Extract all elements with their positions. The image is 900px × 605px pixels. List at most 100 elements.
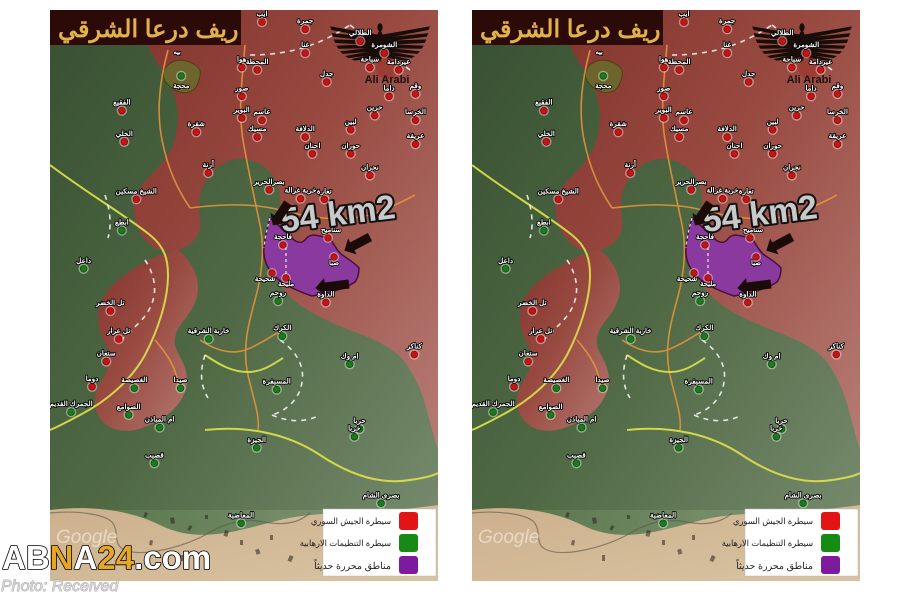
svg-text:غنا: غنا <box>723 40 731 49</box>
svg-text:الجيزة: الجيزة <box>247 435 266 444</box>
svg-text:مليحة: مليحة <box>700 280 716 288</box>
svg-text:حرين: حرين <box>367 103 383 112</box>
svg-text:المسيفرة: المسيفرة <box>685 377 713 386</box>
svg-text:تل الخضر: تل الخضر <box>517 298 546 307</box>
svg-text:الفقيع: الفقيع <box>113 98 130 107</box>
svg-text:بصرى الشام: بصرى الشام <box>785 490 822 499</box>
svg-text:خاربة الشرقية: خاربة الشرقية <box>610 326 652 335</box>
svg-text:الدلافة: الدلافة <box>718 124 737 133</box>
svg-text:ريف درعا الشرقي: ريف درعا الشرقي <box>480 16 660 44</box>
svg-text:حرين: حرين <box>789 103 805 112</box>
svg-text:روحم: روحم <box>270 288 287 297</box>
svg-text:الجمرك القديم: الجمرك القديم <box>472 399 515 408</box>
svg-text:محجة: محجة <box>173 83 189 90</box>
svg-text:ام المياذن: ام المياذن <box>145 415 175 424</box>
svg-text:ايب: ايب <box>256 10 267 18</box>
svg-text:قصيب: قصيب <box>145 450 164 459</box>
svg-text:الداوة: الداوة <box>317 290 334 299</box>
svg-text:وقم: وقم <box>410 81 422 90</box>
svg-text:صبا: صبا <box>329 259 339 267</box>
svg-text:تعارة: تعارة <box>739 186 754 195</box>
svg-text:الداوة: الداوة <box>739 290 756 299</box>
svg-text:نجران: نجران <box>783 162 801 171</box>
svg-text:سيطرة الجيش السوري: سيطرة الجيش السوري <box>733 516 813 526</box>
svg-text:الغصيصة: الغصيصة <box>121 375 147 384</box>
svg-text:سياحة: سياحة <box>783 55 802 64</box>
svg-text:حوران: حوران <box>341 141 360 150</box>
svg-text:المحطة: المحطة <box>246 57 269 66</box>
svg-text:الصوامع: الصوامع <box>539 402 563 411</box>
svg-text:لبين: لبين <box>767 117 779 126</box>
svg-text:جدل: جدل <box>742 69 755 78</box>
svg-text:البوير: البوير <box>655 105 672 114</box>
svg-text:شقرة: شقرة <box>188 119 205 128</box>
svg-text:المحطة: المحطة <box>668 57 691 66</box>
svg-text:كناكر: كناكر <box>406 342 423 351</box>
svg-text:شقرة: شقرة <box>610 119 627 128</box>
svg-text:المعاضية: المعاضية <box>650 510 676 519</box>
svg-text:داما: داما <box>383 83 394 92</box>
svg-text:الفقيع: الفقيع <box>535 98 552 107</box>
svg-text:الغصيصة: الغصيصة <box>543 375 569 384</box>
svg-text:ايب: ايب <box>678 10 689 18</box>
svg-text:صيدا: صيدا <box>596 375 610 384</box>
svg-text:Google: Google <box>56 527 117 548</box>
svg-text:المعاضية: المعاضية <box>228 510 254 519</box>
svg-text:دوما: دوما <box>508 374 521 383</box>
svg-text:جمرة: جمرة <box>297 16 313 25</box>
svg-text:الخرسا: الخرسا <box>405 107 426 116</box>
svg-text:مسيك: مسيك <box>670 124 689 133</box>
svg-text:جمرة: جمرة <box>719 16 735 25</box>
svg-text:ام المياذن: ام المياذن <box>567 415 597 424</box>
svg-text:الجمرك القديم: الجمرك القديم <box>50 399 93 408</box>
svg-text:مناطق محررة حديثاً: مناطق محررة حديثاً <box>736 558 813 572</box>
svg-text:بصرالحرير: بصرالحرير <box>675 177 707 186</box>
svg-text:عريقة: عريقة <box>407 131 425 140</box>
svg-text:الكرك: الكرك <box>695 323 713 332</box>
svg-text:الشيخ مسكين: الشيخ مسكين <box>538 186 579 195</box>
svg-text:شحيحة: شحيحة <box>677 276 697 283</box>
svg-text:قصيب: قصيب <box>567 450 586 459</box>
svg-text:سياحة: سياحة <box>361 55 380 64</box>
svg-text:مناطق محررة حديثاً: مناطق محررة حديثاً <box>314 558 391 572</box>
svg-text:تعارة: تعارة <box>317 186 332 195</box>
svg-text:بيه: بيه <box>596 49 603 56</box>
svg-text:صور: صور <box>234 83 248 92</box>
svg-text:الخرسا: الخرسا <box>827 107 848 116</box>
svg-text:مسيك: مسيك <box>248 124 267 133</box>
svg-text:عاسم: عاسم <box>675 107 692 116</box>
svg-text:عيردامة: عيردامة <box>387 57 410 66</box>
svg-text:ام وك: ام وك <box>763 351 781 360</box>
svg-text:الطلالي: الطلالي <box>349 28 372 38</box>
svg-text:روحم: روحم <box>692 288 709 297</box>
svg-text:صور: صور <box>656 83 670 92</box>
svg-text:الكرك: الكرك <box>273 323 291 332</box>
svg-text:سيطرة الجيش السوري: سيطرة الجيش السوري <box>311 516 391 526</box>
svg-text:ابطع: ابطع <box>537 218 551 227</box>
svg-text:عيردامة: عيردامة <box>809 57 832 66</box>
svg-text:داعل: داعل <box>76 256 91 265</box>
svg-text:بيه: بيه <box>174 49 181 56</box>
svg-text:شحيحة: شحيحة <box>255 276 275 283</box>
svg-text:بصرى الشام: بصرى الشام <box>363 490 400 499</box>
svg-text:كناكر: كناكر <box>828 342 845 351</box>
svg-text:أرنة: أرنة <box>625 159 636 169</box>
svg-text:ام وك: ام وك <box>341 351 359 360</box>
svg-text:الدلافة: الدلافة <box>296 124 315 133</box>
svg-text:الصوامع: الصوامع <box>117 402 141 411</box>
svg-text:ابطع: ابطع <box>115 218 129 227</box>
svg-text:الخلي: الخلي <box>538 129 555 139</box>
svg-text:سيطرة التنظيمات الارهابية: سيطرة التنظيمات الارهابية <box>722 538 813 548</box>
svg-text:سيطرة التنظيمات الارهابية: سيطرة التنظيمات الارهابية <box>300 538 391 548</box>
svg-text:تل الخضر: تل الخضر <box>95 298 124 307</box>
svg-text:حوران: حوران <box>763 141 782 150</box>
svg-text:نجران: نجران <box>361 162 379 171</box>
svg-text:صبا: صبا <box>751 259 761 267</box>
svg-text:لبين: لبين <box>345 117 357 126</box>
svg-text:محجة: محجة <box>595 83 611 90</box>
svg-text:داما: داما <box>805 83 816 92</box>
svg-text:الشومرة: الشومرة <box>793 40 819 49</box>
svg-text:بصرالحرير: بصرالحرير <box>253 177 285 186</box>
svg-text:احنان: احنان <box>304 141 320 150</box>
svg-text:خاربة الشرقية: خاربة الشرقية <box>188 326 230 335</box>
